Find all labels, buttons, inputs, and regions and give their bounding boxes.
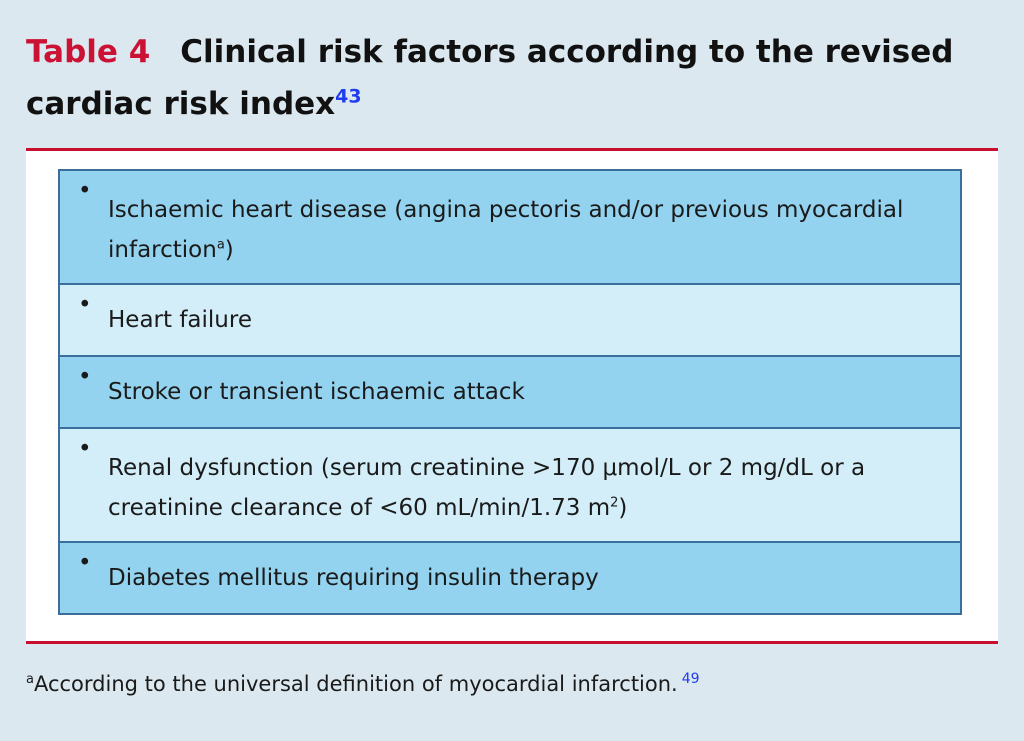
bullet-icon: • <box>78 550 92 576</box>
row-superscript: 2 <box>610 495 619 511</box>
top-divider <box>26 148 998 151</box>
row-suffix: ) <box>224 237 234 263</box>
row-text: Renal dysfunction (serum creatinine >170… <box>108 455 866 521</box>
row-superscript: a <box>216 237 225 253</box>
footnote-marker: a <box>26 672 34 687</box>
row-text: Diabetes mellitus requiring insulin ther… <box>108 565 599 591</box>
table-row: • Heart failure <box>60 285 960 357</box>
title-reference-link[interactable]: 43 <box>335 85 362 108</box>
bullet-icon: • <box>78 178 92 204</box>
bullet-icon: • <box>78 292 92 318</box>
footnote-text: According to the universal definition of… <box>33 672 678 696</box>
row-text: Stroke or transient ischaemic attack <box>108 379 525 405</box>
table-row: • Ischaemic heart disease (angina pectori… <box>60 171 960 285</box>
footnote-reference-link[interactable]: 49 <box>681 671 700 687</box>
table-title-text: Clinical risk factors according to the r… <box>26 34 954 122</box>
bullet-icon: • <box>78 436 92 462</box>
bullet-icon: • <box>78 364 92 390</box>
row-suffix: ) <box>618 495 628 521</box>
bottom-divider <box>26 641 998 644</box>
row-text: Ischaemic heart disease (angina pectoris… <box>108 197 904 263</box>
table-row: • Renal dysfunction (serum creatinine >17… <box>60 429 960 543</box>
table-number-label: Table 4 <box>26 34 151 70</box>
footnote: aAccording to the universal definition o… <box>26 672 700 696</box>
table-title: Table 4 Clinical risk factors according t… <box>26 26 1006 130</box>
row-text: Heart failure <box>108 307 252 333</box>
table-row: • Diabetes mellitus requiring insulin the… <box>60 543 960 613</box>
risk-factor-table: • Ischaemic heart disease (angina pectori… <box>58 169 962 615</box>
table-row: • Stroke or transient ischaemic attack <box>60 357 960 429</box>
